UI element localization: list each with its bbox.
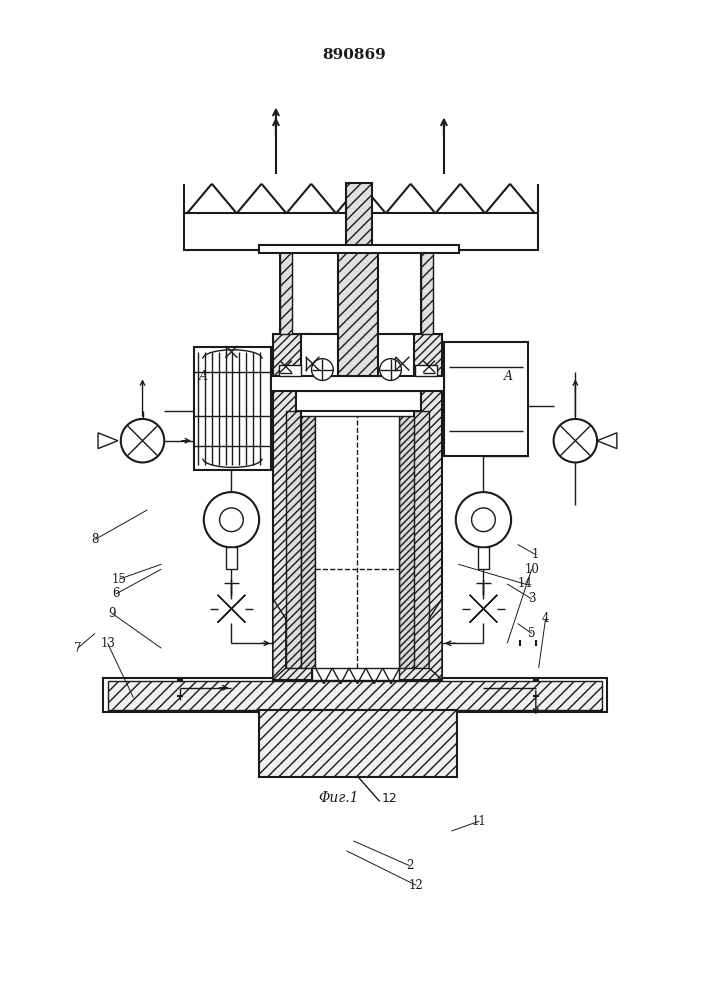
Bar (194, 347, 271, 470)
Bar (300, 334, 414, 441)
Circle shape (456, 492, 511, 547)
Text: 2: 2 (406, 859, 413, 872)
Bar (271, 376, 444, 391)
Bar (286, 411, 300, 668)
Bar (346, 183, 372, 250)
Text: 1: 1 (532, 548, 539, 561)
Circle shape (554, 419, 597, 462)
Bar (273, 334, 312, 680)
Text: 13: 13 (100, 637, 115, 650)
Circle shape (380, 359, 402, 380)
Text: 5: 5 (528, 627, 535, 640)
Text: 14: 14 (518, 577, 532, 590)
Text: 11: 11 (472, 815, 486, 828)
Bar (338, 243, 378, 376)
Polygon shape (429, 599, 442, 680)
Polygon shape (469, 595, 497, 623)
Bar (280, 250, 292, 334)
Circle shape (220, 508, 243, 532)
Bar (184, 213, 538, 250)
Bar (259, 245, 459, 253)
Text: A: A (199, 370, 209, 383)
Bar (226, 547, 238, 569)
Bar (312, 334, 399, 680)
Polygon shape (469, 595, 497, 623)
Text: 6: 6 (112, 587, 119, 600)
Bar (414, 411, 429, 668)
Bar (296, 391, 421, 411)
Polygon shape (98, 433, 118, 449)
Polygon shape (218, 595, 245, 623)
Text: 9: 9 (109, 607, 116, 620)
Text: 4: 4 (542, 612, 549, 625)
Circle shape (472, 508, 496, 532)
Circle shape (312, 359, 333, 380)
Bar (108, 681, 602, 710)
Text: 12: 12 (409, 879, 423, 892)
Bar (415, 365, 437, 376)
Bar (477, 547, 489, 569)
Bar (103, 678, 607, 712)
Circle shape (204, 492, 259, 547)
Bar (279, 365, 300, 376)
Bar (421, 250, 433, 334)
Bar (300, 416, 315, 668)
Bar (259, 710, 457, 777)
Text: A: A (503, 370, 513, 383)
Text: 3: 3 (528, 592, 535, 605)
Text: 7: 7 (74, 642, 81, 655)
Bar (315, 416, 399, 668)
Polygon shape (273, 599, 286, 680)
Bar (399, 334, 442, 680)
Text: 15: 15 (112, 573, 127, 586)
Text: 890869: 890869 (322, 48, 386, 62)
Text: Φиг.1: Φиг.1 (318, 791, 358, 805)
Text: 8: 8 (91, 533, 99, 546)
Circle shape (121, 419, 164, 462)
Text: 12: 12 (382, 792, 397, 805)
Bar (399, 416, 414, 668)
Polygon shape (218, 595, 245, 623)
Polygon shape (597, 433, 617, 449)
Bar (444, 342, 528, 456)
Text: 10: 10 (524, 563, 539, 576)
